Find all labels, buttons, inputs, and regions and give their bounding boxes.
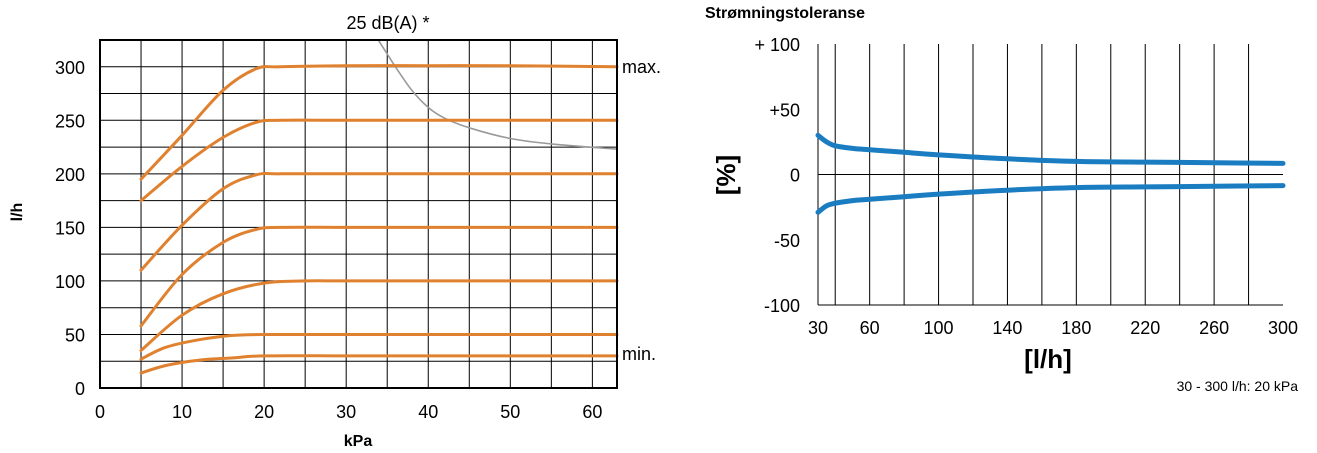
flow-pressure-chart: 0 10 20 30 40 50 60 0 50 100 150 200 250 300 25 dB(A… xyxy=(9,13,661,450)
right-x-tick-label: 140 xyxy=(992,318,1022,338)
right-grid xyxy=(817,44,1283,306)
right-x-tick-label: 100 xyxy=(924,318,954,338)
right-y-tick-label: -100 xyxy=(764,296,800,316)
left-x-tick-label: 20 xyxy=(254,402,274,422)
right-x-tick-label: 60 xyxy=(860,318,880,338)
right-chart-title: Strømningstoleranse xyxy=(705,5,865,22)
left-y-tick-label: 200 xyxy=(55,165,85,185)
left-y-tick-label: 50 xyxy=(65,325,85,345)
flow-curve-3 xyxy=(139,171,619,272)
left-x-tick-label: 40 xyxy=(418,402,438,422)
flow-curve-6 xyxy=(139,332,619,361)
upper-tolerance-curve xyxy=(815,132,1286,166)
left-x-axis-title: kPa xyxy=(344,433,373,450)
left-y-tick-label: 100 xyxy=(55,272,85,292)
flow-curve-7 xyxy=(139,354,619,375)
left-y-tick-label: 0 xyxy=(75,379,85,399)
lower-tolerance-curve xyxy=(815,183,1286,215)
max-label: max. xyxy=(622,57,661,77)
right-x-tick-label: 30 xyxy=(808,318,828,338)
right-y-tick-label: + 100 xyxy=(754,35,800,55)
right-x-tick-label: 180 xyxy=(1061,318,1091,338)
flow-curve-1 xyxy=(139,64,619,181)
right-x-axis-title: [l/h] xyxy=(1024,344,1072,374)
left-y-tick-label: 250 xyxy=(55,111,85,131)
flow-tolerance-chart: Strømningstoleranse 30 60 100 140 180 220 260 3… xyxy=(705,5,1298,394)
right-series xyxy=(815,132,1286,215)
left-x-ticks: 0 10 20 30 40 50 60 xyxy=(95,402,602,422)
right-x-ticks: 30 60 100 140 180 220 260 300 xyxy=(808,318,1298,338)
flow-curve-4 xyxy=(139,225,619,328)
left-series xyxy=(139,40,619,375)
right-x-tick-label: 300 xyxy=(1268,318,1298,338)
left-x-tick-label: 0 xyxy=(95,402,105,422)
left-y-ticks: 0 50 100 150 200 250 300 xyxy=(55,58,85,399)
left-x-tick-label: 30 xyxy=(336,402,356,422)
noise-curve-25dba xyxy=(377,40,617,150)
left-x-tick-label: 50 xyxy=(500,402,520,422)
right-y-tick-label: +50 xyxy=(769,100,800,120)
flow-curve-2 xyxy=(139,118,619,203)
left-plot-frame xyxy=(99,39,618,389)
min-label: min. xyxy=(622,344,656,364)
left-y-axis-title: l/h xyxy=(9,203,26,222)
right-y-tick-label: 0 xyxy=(790,166,800,186)
right-x-tick-label: 260 xyxy=(1199,318,1229,338)
right-y-tick-label: -50 xyxy=(774,231,800,251)
right-y-ticks: + 100 +50 0 -50 -100 xyxy=(754,35,800,316)
right-x-tick-label: 220 xyxy=(1130,318,1160,338)
left-x-tick-label: 60 xyxy=(582,402,602,422)
flow-curve-5 xyxy=(139,279,619,352)
left-y-tick-label: 300 xyxy=(55,58,85,78)
left-x-tick-label: 10 xyxy=(172,402,192,422)
right-chart-note: 30 - 300 l/h: 20 kPa xyxy=(1177,378,1299,394)
left-y-tick-label: 150 xyxy=(55,218,85,238)
right-y-axis-title: [%] xyxy=(711,155,741,195)
left-chart-title: 25 dB(A) * xyxy=(346,13,429,33)
